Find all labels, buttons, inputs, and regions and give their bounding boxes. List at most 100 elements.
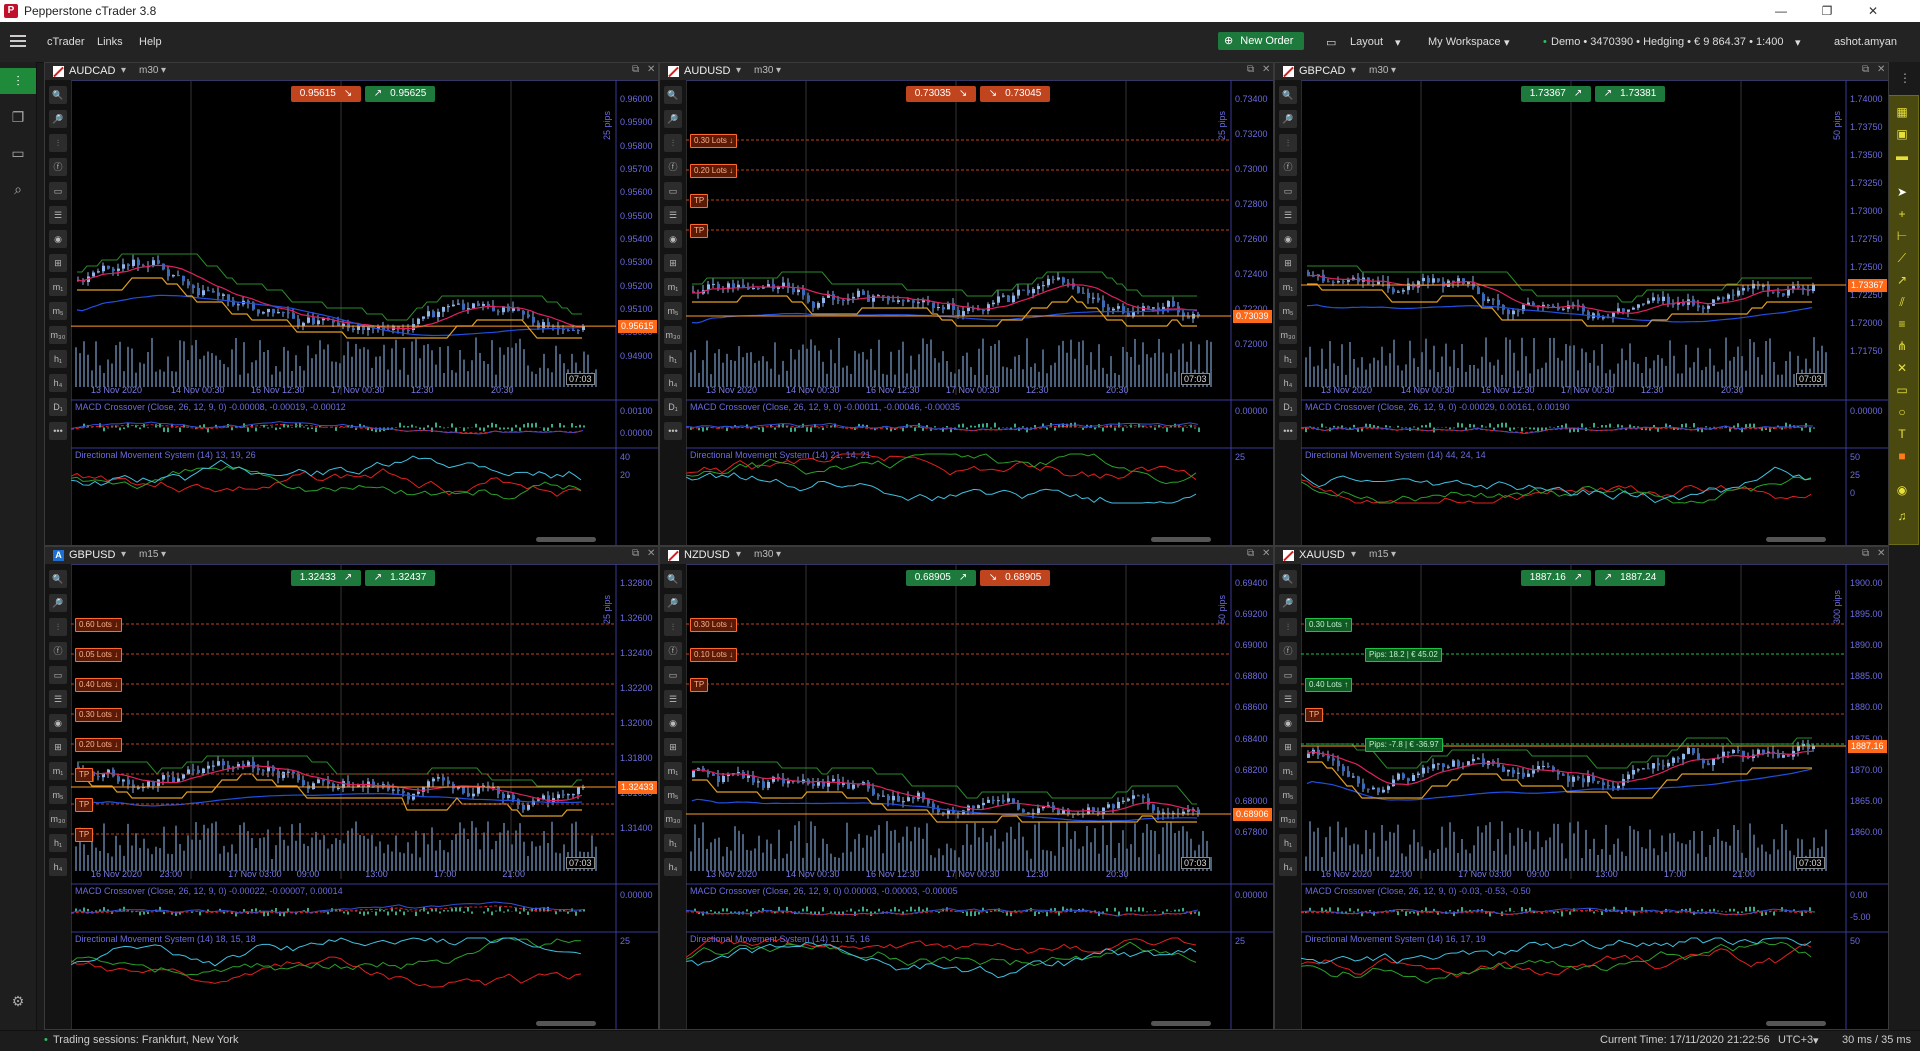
chart-tool-icon[interactable]: m₁ [1279, 762, 1297, 780]
timeframe-chevron-down-icon[interactable]: ▾ [1391, 65, 1396, 76]
chart-tool-icon[interactable]: m₃₀ [1279, 810, 1297, 828]
account-chevron-down-icon[interactable]: ▾ [1795, 36, 1801, 49]
close-chart-icon[interactable]: ✕ [1877, 64, 1885, 75]
position-lots-label[interactable]: 0.30 Lots ↑ [1305, 618, 1352, 632]
chart-tool-icon[interactable]: m₅ [1279, 786, 1297, 804]
timeframe-selector[interactable]: m15 [1369, 549, 1388, 560]
chart-tool-icon[interactable]: ⓕ [664, 642, 682, 660]
popout-icon[interactable]: ⧉ [1862, 548, 1869, 559]
chart-scrollbar[interactable] [1151, 537, 1211, 542]
chart-mode-icon[interactable]: ▬ [1892, 146, 1912, 166]
popout-icon[interactable]: ⧉ [1862, 64, 1869, 75]
chart-tool-icon[interactable]: h₄ [664, 858, 682, 876]
chart-tool-icon[interactable]: m₃₀ [49, 810, 67, 828]
chart-tool-icon[interactable]: ⫶ [1279, 134, 1297, 152]
chart-tool-icon[interactable]: ▭ [49, 182, 67, 200]
chart-tool-icon[interactable]: h₄ [49, 858, 67, 876]
macd-indicator-label[interactable]: MACD Crossover (Close, 26, 12, 9, 0) -0.… [690, 402, 960, 412]
symbol-name[interactable]: AUDCAD [69, 65, 115, 77]
new-order-button[interactable]: ⊕ New Order [1218, 32, 1304, 50]
chart-scrollbar[interactable] [536, 1021, 596, 1026]
chart-tool-icon[interactable]: ▭ [49, 666, 67, 684]
chart-tool-icon[interactable]: ••• [49, 422, 67, 440]
chart-tool-icon[interactable]: ⊞ [49, 254, 67, 272]
chart-tool-icon[interactable]: ⫶ [664, 618, 682, 636]
alert-bell-icon[interactable]: ♫ [1892, 506, 1912, 526]
layout-chevron-down-icon[interactable]: ▾ [1395, 36, 1401, 49]
timeframe-chevron-down-icon[interactable]: ▾ [161, 65, 166, 76]
symbol-chevron-down-icon[interactable]: ▾ [736, 65, 741, 76]
popout-icon[interactable]: ⧉ [1247, 548, 1254, 559]
chart-tool-icon[interactable]: h₄ [49, 374, 67, 392]
rectangle-icon[interactable]: ▭ [1892, 380, 1912, 400]
pitchfork-icon[interactable]: ⋔ [1892, 336, 1912, 356]
bid-price-button[interactable]: 1887.16↗ [1521, 570, 1591, 586]
bid-price-button[interactable]: 0.95615↘ [291, 86, 361, 102]
chart-tool-icon[interactable]: ••• [1279, 422, 1297, 440]
chart-tool-icon[interactable]: ◉ [664, 230, 682, 248]
position-lots-label[interactable]: 0.40 Lots ↓ [75, 678, 122, 692]
symbol-chevron-down-icon[interactable]: ▾ [1351, 65, 1356, 76]
copy-nav-icon[interactable]: ❐ [4, 104, 32, 130]
ask-price-button[interactable]: ↗1887.24 [1595, 570, 1665, 586]
ray-icon[interactable]: ↗ [1892, 270, 1912, 290]
chart-tool-icon[interactable]: 🔍 [1279, 86, 1297, 104]
chart-tool-icon[interactable]: ◉ [1279, 714, 1297, 732]
timeframe-chevron-down-icon[interactable]: ▾ [776, 549, 781, 560]
workspace-chevron-down-icon[interactable]: ▾ [1504, 36, 1510, 49]
position-lots-label[interactable]: TP [75, 768, 93, 782]
symbol-name[interactable]: GBPUSD [69, 549, 115, 561]
settings-gear-icon[interactable]: ⚙ [4, 988, 32, 1014]
chart-tool-icon[interactable]: 🔍 [1279, 570, 1297, 588]
chart-tool-icon[interactable]: ☰ [1279, 690, 1297, 708]
chart-tool-icon[interactable]: ◉ [1279, 230, 1297, 248]
position-lots-label[interactable]: 0.60 Lots ↓ [75, 618, 122, 632]
chart-tool-icon[interactable]: ⊞ [664, 738, 682, 756]
chart-tool-icon[interactable]: h₄ [1279, 858, 1297, 876]
chart-tool-icon[interactable]: ☰ [664, 206, 682, 224]
single-chart-icon[interactable]: ▣ [1892, 124, 1912, 144]
chart-tool-icon[interactable]: 🔎 [49, 110, 67, 128]
position-lots-label[interactable]: 0.20 Lots ↓ [75, 738, 122, 752]
chart-tool-icon[interactable]: ◉ [49, 230, 67, 248]
ask-price-button[interactable]: ↗0.95625 [365, 86, 435, 102]
position-lots-label[interactable]: TP [75, 828, 93, 842]
menu-ctrader[interactable]: cTrader [47, 36, 85, 48]
chart-tool-icon[interactable]: m₃₀ [49, 326, 67, 344]
chart-tool-icon[interactable]: ▭ [1279, 182, 1297, 200]
position-lots-label[interactable]: TP [690, 678, 708, 692]
menu-links[interactable]: Links [97, 36, 123, 48]
chart-tool-icon[interactable]: ⓕ [664, 158, 682, 176]
chart-tool-icon[interactable]: m₃₀ [664, 326, 682, 344]
chart-scrollbar[interactable] [1766, 537, 1826, 542]
chart-tool-icon[interactable]: m₅ [1279, 302, 1297, 320]
chart-tool-icon[interactable]: 🔎 [1279, 594, 1297, 612]
hamburger-menu-icon[interactable] [10, 35, 26, 47]
chart-tool-icon[interactable]: 🔎 [664, 110, 682, 128]
screenshot-icon[interactable]: ◉ [1892, 480, 1912, 500]
position-lots-label[interactable]: TP [690, 224, 708, 238]
symbol-name[interactable]: XAUUSD [1299, 549, 1345, 561]
chart-tool-icon[interactable]: ••• [664, 422, 682, 440]
timeframe-chevron-down-icon[interactable]: ▾ [161, 549, 166, 560]
symbol-chevron-down-icon[interactable]: ▾ [121, 65, 126, 76]
chart-tool-icon[interactable]: m₁ [49, 762, 67, 780]
dms-indicator-label[interactable]: Directional Movement System (14) 21, 14,… [690, 450, 871, 460]
ask-price-button[interactable]: ↗1.73381 [1595, 86, 1665, 102]
position-lots-label[interactable]: 0.30 Lots ↓ [690, 134, 737, 148]
popout-icon[interactable]: ⧉ [1247, 64, 1254, 75]
maximize-button[interactable]: ❐ [1804, 0, 1850, 22]
layout-button[interactable]: Layout [1350, 36, 1383, 48]
chart-scrollbar[interactable] [1151, 1021, 1211, 1026]
chart-tool-icon[interactable]: ⊞ [664, 254, 682, 272]
chart-scrollbar[interactable] [1766, 1021, 1826, 1026]
chart-tool-icon[interactable]: ⫶ [49, 134, 67, 152]
chart-tool-icon[interactable]: h₁ [664, 834, 682, 852]
position-lots-label[interactable]: 0.20 Lots ↓ [690, 164, 737, 178]
gann-icon[interactable]: ✕ [1892, 358, 1912, 378]
chart-tool-icon[interactable]: 🔍 [49, 86, 67, 104]
chart-tool-icon[interactable]: 🔎 [49, 594, 67, 612]
bid-price-button[interactable]: 1.32433↗ [291, 570, 361, 586]
popout-icon[interactable]: ⧉ [632, 548, 639, 559]
